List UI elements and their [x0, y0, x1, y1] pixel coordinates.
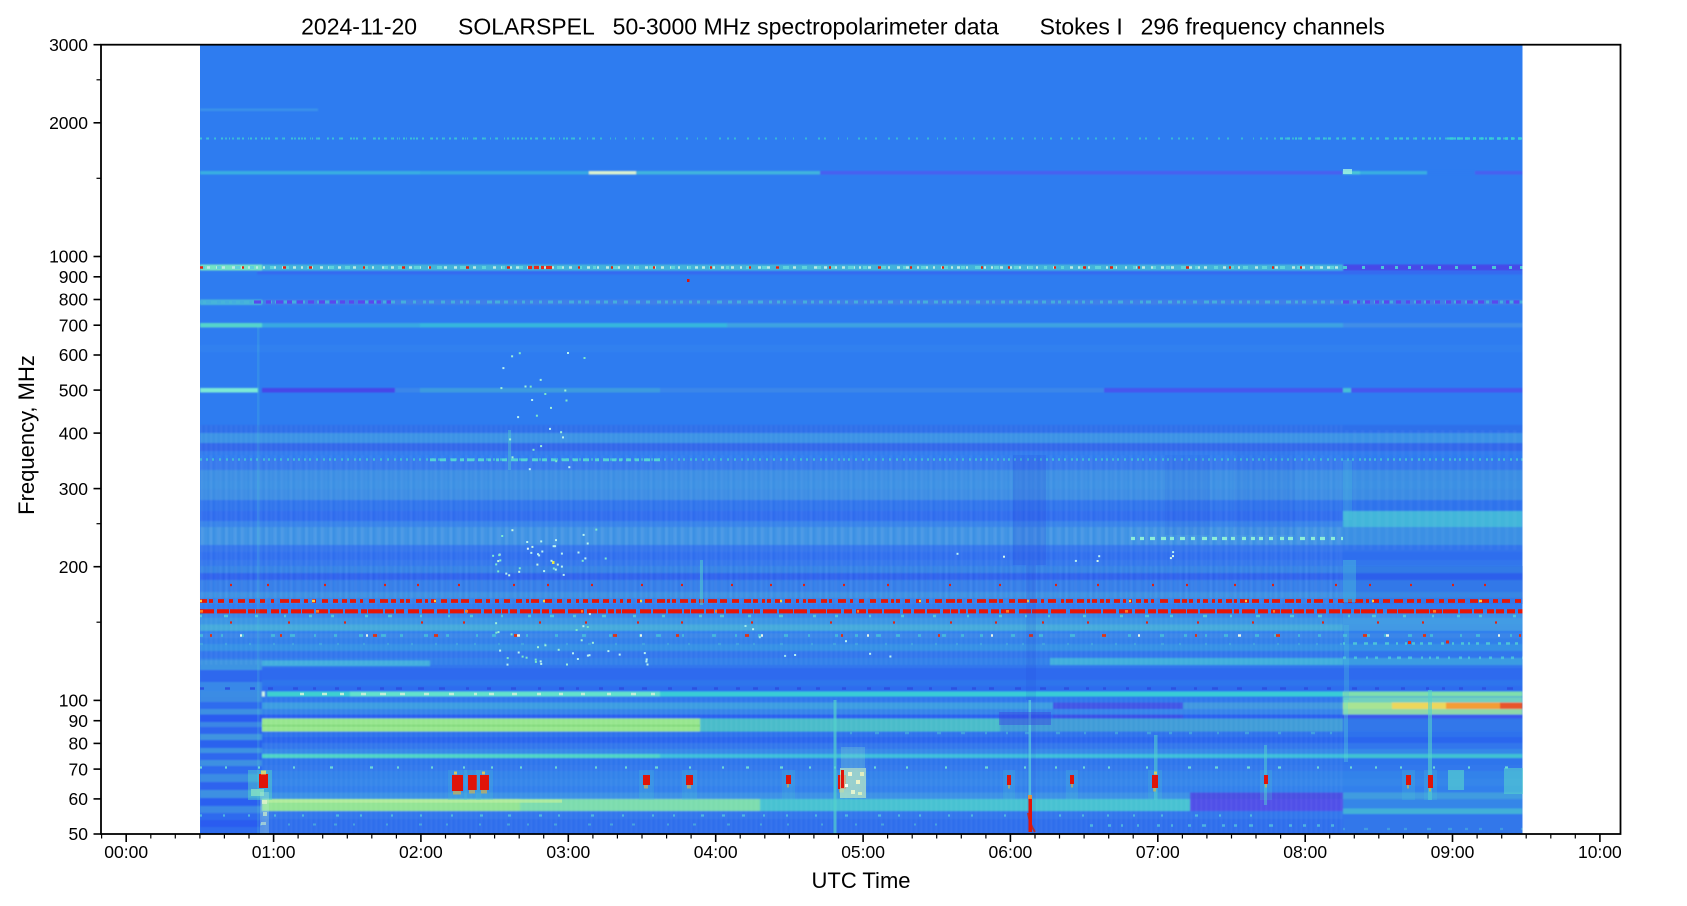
svg-text:2024-11-20 SOLARSPEL 50-30: 2024-11-20 SOLARSPEL 50-3000 MHz spectro…: [301, 14, 1385, 40]
svg-text:500: 500: [59, 380, 88, 400]
svg-text:60: 60: [69, 789, 89, 809]
svg-text:3000: 3000: [49, 35, 88, 55]
svg-text:07:00: 07:00: [1136, 842, 1180, 862]
svg-text:04:00: 04:00: [694, 842, 738, 862]
svg-text:400: 400: [59, 423, 88, 443]
svg-text:900: 900: [59, 267, 88, 287]
svg-text:90: 90: [69, 711, 89, 731]
svg-text:00:00: 00:00: [104, 842, 148, 862]
svg-text:80: 80: [69, 734, 89, 754]
svg-text:01:00: 01:00: [252, 842, 296, 862]
svg-text:10:00: 10:00: [1578, 842, 1622, 862]
svg-text:09:00: 09:00: [1431, 842, 1475, 862]
svg-text:08:00: 08:00: [1283, 842, 1327, 862]
svg-text:200: 200: [59, 557, 88, 577]
svg-text:03:00: 03:00: [546, 842, 590, 862]
svg-text:2000: 2000: [49, 113, 88, 133]
svg-text:100: 100: [59, 691, 88, 711]
svg-text:50: 50: [69, 824, 89, 844]
svg-text:1000: 1000: [49, 247, 88, 267]
svg-text:Frequency, MHz: Frequency, MHz: [14, 355, 39, 515]
svg-text:700: 700: [59, 315, 88, 335]
svg-text:600: 600: [59, 345, 88, 365]
svg-text:06:00: 06:00: [989, 842, 1033, 862]
svg-text:05:00: 05:00: [841, 842, 885, 862]
svg-text:300: 300: [59, 479, 88, 499]
svg-text:800: 800: [59, 290, 88, 310]
svg-text:70: 70: [69, 759, 89, 779]
svg-text:02:00: 02:00: [399, 842, 443, 862]
svg-text:UTC Time: UTC Time: [812, 868, 911, 893]
